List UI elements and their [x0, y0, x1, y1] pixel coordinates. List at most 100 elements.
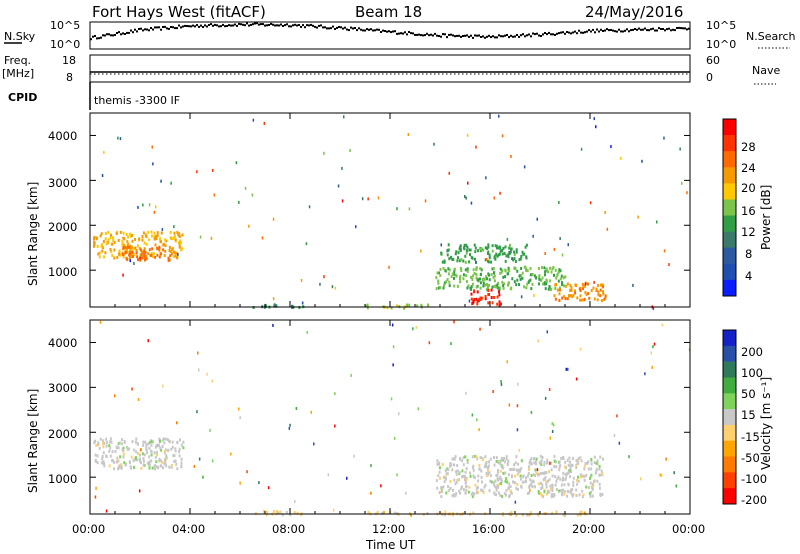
- range-gate-cell: [206, 372, 208, 376]
- noise-point: [564, 32, 566, 35]
- range-gate-cell: [547, 287, 550, 291]
- range-gate-cell: [148, 441, 151, 445]
- range-gate-cell: [438, 491, 441, 495]
- range-gate-cell: [131, 234, 133, 237]
- range-gate-cell: [438, 271, 440, 275]
- range-gate-cell: [125, 233, 128, 236]
- noise-point: [394, 30, 396, 33]
- range-gate-cell: [498, 303, 501, 307]
- range-gate-cell: [561, 491, 563, 495]
- range-gate-cell: [209, 428, 211, 432]
- range-gate-cell: [115, 445, 118, 449]
- noise-point: [614, 30, 616, 33]
- range-gate-cell: [543, 490, 546, 494]
- noise-point: [600, 28, 602, 31]
- range-gate-cell: [143, 459, 145, 463]
- noise-point: [550, 33, 552, 36]
- range-gate-cell: [266, 510, 269, 514]
- noise-right-tick-high: 10^5: [706, 19, 736, 32]
- range-gate-cell: [560, 483, 563, 487]
- range-gate-cell: [110, 233, 112, 237]
- noise-point: [238, 22, 240, 25]
- range-gate-cell: [393, 436, 396, 440]
- range-gate-cell: [136, 255, 139, 259]
- range-gate-cell: [462, 259, 465, 263]
- range-gate-cell: [153, 237, 156, 241]
- noise-point: [664, 29, 666, 32]
- range-gate-cell: [445, 491, 448, 495]
- range-gate-cell: [99, 234, 102, 238]
- range-gate-cell: [559, 277, 562, 281]
- range-gate-cell: [145, 235, 148, 238]
- range-gate-cell: [652, 345, 654, 349]
- range-gate-cell: [526, 474, 529, 478]
- range-gate-cell: [160, 231, 163, 235]
- range-gate-cell: [525, 286, 528, 290]
- range-gate-cell: [125, 462, 128, 466]
- noise-point: [334, 28, 336, 30]
- noise-point: [684, 27, 686, 30]
- range-gate-cell: [173, 231, 176, 235]
- range-gate-cell: [476, 485, 479, 489]
- noise-point: [446, 36, 448, 39]
- colorbar-swatch: [723, 361, 736, 378]
- range-gate-cell: [178, 447, 181, 451]
- range-gate-cell: [275, 304, 278, 308]
- range-gate-cell: [164, 458, 166, 462]
- noise-point: [384, 30, 386, 32]
- range-gate-cell: [177, 233, 180, 237]
- range-gate-cell: [180, 457, 183, 461]
- range-gate-cell: [465, 488, 468, 492]
- noise-point: [654, 29, 656, 32]
- range-gate-cell: [560, 274, 563, 278]
- range-gate-cell: [386, 306, 389, 310]
- range-gate-cell: [136, 244, 139, 248]
- range-gate-cell: [416, 304, 419, 308]
- range-gate-cell: [520, 485, 523, 489]
- range-gate-cell: [141, 452, 144, 456]
- range-gate-cell: [620, 156, 622, 160]
- vel-ytick-3000: 3000: [48, 381, 77, 395]
- range-gate-cell: [456, 478, 459, 482]
- range-gate-cell: [600, 283, 602, 287]
- range-gate-cell: [508, 269, 511, 273]
- range-gate-cell: [493, 481, 496, 485]
- range-gate-cell: [458, 471, 461, 475]
- range-gate-cell: [567, 367, 569, 371]
- noise-point: [190, 25, 192, 28]
- range-gate-cell: [294, 500, 296, 504]
- range-gate-cell: [159, 439, 161, 443]
- range-gate-cell: [455, 274, 458, 278]
- range-gate-cell: [602, 290, 604, 294]
- noise-point: [278, 24, 280, 27]
- range-gate-cell: [439, 273, 442, 277]
- range-gate-cell: [566, 489, 569, 493]
- range-gate-cell: [579, 456, 582, 460]
- range-gate-cell: [585, 485, 588, 489]
- range-gate-cell: [263, 121, 266, 125]
- range-gate-cell: [176, 421, 178, 425]
- range-gate-cell: [121, 243, 124, 247]
- range-gate-cell: [464, 254, 467, 258]
- range-gate-cell: [569, 470, 572, 473]
- range-gate-cell: [502, 471, 505, 475]
- range-gate-cell: [539, 460, 542, 464]
- range-gate-cell: [459, 266, 462, 270]
- range-gate-cell: [493, 463, 496, 467]
- range-gate-cell: [537, 513, 540, 517]
- range-gate-cell: [160, 252, 163, 256]
- range-gate-cell: [167, 256, 170, 260]
- range-gate-cell: [281, 513, 284, 517]
- range-gate-cell: [492, 276, 495, 279]
- range-gate-cell: [558, 460, 561, 464]
- range-gate-cell: [577, 475, 579, 479]
- range-gate-cell: [105, 454, 108, 458]
- noise-point: [454, 35, 456, 38]
- range-gate-cell: [164, 461, 167, 465]
- range-gate-cell: [454, 455, 457, 459]
- range-gate-cell: [475, 276, 478, 280]
- range-gate-cell: [554, 286, 557, 290]
- range-gate-cell: [563, 483, 566, 487]
- cpid-text: themis -3300 IF: [94, 94, 180, 107]
- noise-point: [650, 28, 652, 31]
